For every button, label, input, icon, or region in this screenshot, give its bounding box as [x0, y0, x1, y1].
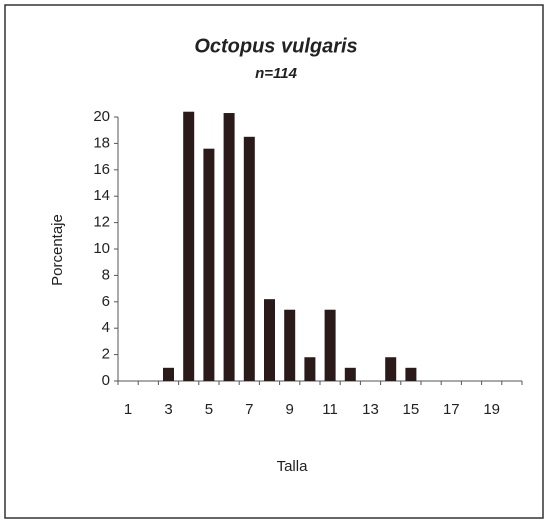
bar [203, 148, 215, 381]
bar [324, 309, 336, 381]
y-tick-label: 8 [102, 266, 110, 283]
bar [183, 111, 195, 381]
y-tick-label: 10 [93, 240, 110, 257]
bar [284, 309, 296, 381]
x-tick-label: 7 [245, 401, 253, 418]
y-axis-label: Porcentaje [49, 214, 66, 286]
x-tick-label: 1 [124, 401, 132, 418]
y-tick-label: 2 [102, 346, 110, 363]
x-tick-label: 5 [205, 401, 213, 418]
chart-title: Octopus vulgaris [194, 35, 357, 57]
frame [4, 4, 544, 519]
x-tick-label: 9 [286, 401, 294, 418]
bar [243, 136, 255, 381]
y-tick-label: 4 [102, 319, 110, 336]
x-tick-label: 3 [164, 401, 172, 418]
x-tick-label: 13 [362, 401, 379, 418]
y-tick-label: 0 [102, 372, 110, 389]
bar [405, 367, 417, 381]
y-tick-label: 14 [93, 187, 110, 204]
bar [344, 367, 356, 381]
bar [163, 367, 174, 381]
x-tick-label: 15 [403, 401, 420, 418]
x-tick-label: 19 [483, 401, 500, 418]
y-tick-label: 12 [93, 214, 110, 231]
y-tick-label: 6 [102, 293, 110, 310]
y-tick-label: 20 [93, 108, 110, 125]
bar [223, 113, 235, 381]
x-tick-label: 11 [322, 401, 338, 418]
y-tick-label: 18 [93, 134, 110, 151]
bar [264, 299, 275, 381]
x-tick-label: 17 [443, 401, 460, 418]
y-tick-label: 16 [93, 161, 110, 178]
bar [385, 357, 397, 381]
x-axis-label: Talla [277, 458, 309, 475]
bar [304, 357, 316, 381]
chart-subtitle: n=114 [255, 65, 297, 82]
